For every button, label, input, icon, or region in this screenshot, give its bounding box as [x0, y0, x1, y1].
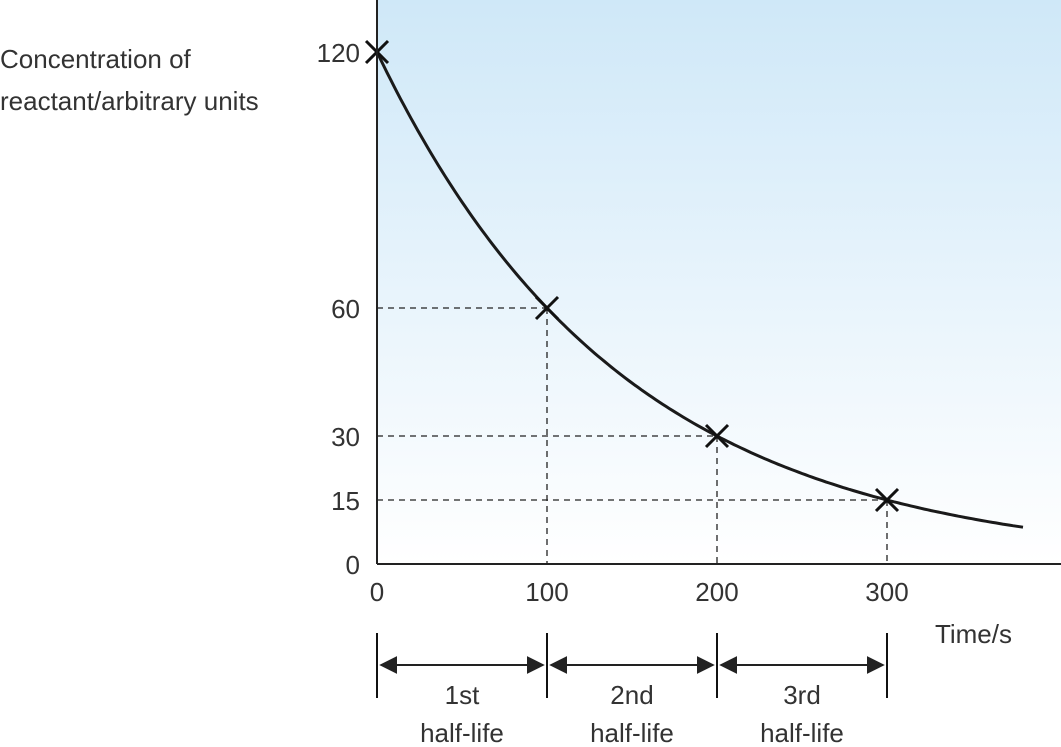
marker-stroke — [874, 487, 900, 513]
y-tick-label: 120 — [317, 38, 360, 68]
y-tick-label: 60 — [331, 294, 360, 324]
marker-stroke — [704, 423, 730, 449]
y-tick-label: 15 — [331, 486, 360, 516]
plot-background — [377, 0, 1061, 564]
y-tick-label: 30 — [331, 422, 360, 452]
interval-label-1-0: 2nd — [610, 680, 653, 710]
x-tick-label: 100 — [525, 577, 568, 607]
x-axis-label: Time/s — [935, 619, 1012, 649]
tick-labels: 0 15 30 60 120 0 100 200 300 — [317, 38, 909, 607]
half-life-intervals: 1st half-life 2nd half-life 3rd half-life — [376, 633, 888, 747]
x-tick-label: 0 — [370, 577, 384, 607]
decay-curve — [375, 51, 1024, 529]
interval-label-0-0: 1st — [445, 680, 480, 710]
data-point-marker — [874, 487, 900, 513]
data-point-marker — [704, 423, 730, 449]
interval-label-0-1: half-life — [420, 718, 504, 747]
dashed-guides — [377, 307, 888, 564]
interval-label-1-1: half-life — [590, 718, 674, 747]
y-tick-label: 0 — [346, 550, 360, 580]
x-tick-label: 200 — [695, 577, 738, 607]
marker-stroke — [534, 295, 560, 321]
data-point-marker — [534, 295, 560, 321]
y-axis-label-line-2: reactant/arbitrary units — [0, 86, 259, 116]
x-tick-label: 300 — [865, 577, 908, 607]
interval-label-2-1: half-life — [760, 718, 844, 747]
axes — [376, 0, 1061, 565]
y-axis-label-line-1: Concentration of — [0, 44, 191, 74]
interval-label-2-0: 3rd — [783, 680, 821, 710]
